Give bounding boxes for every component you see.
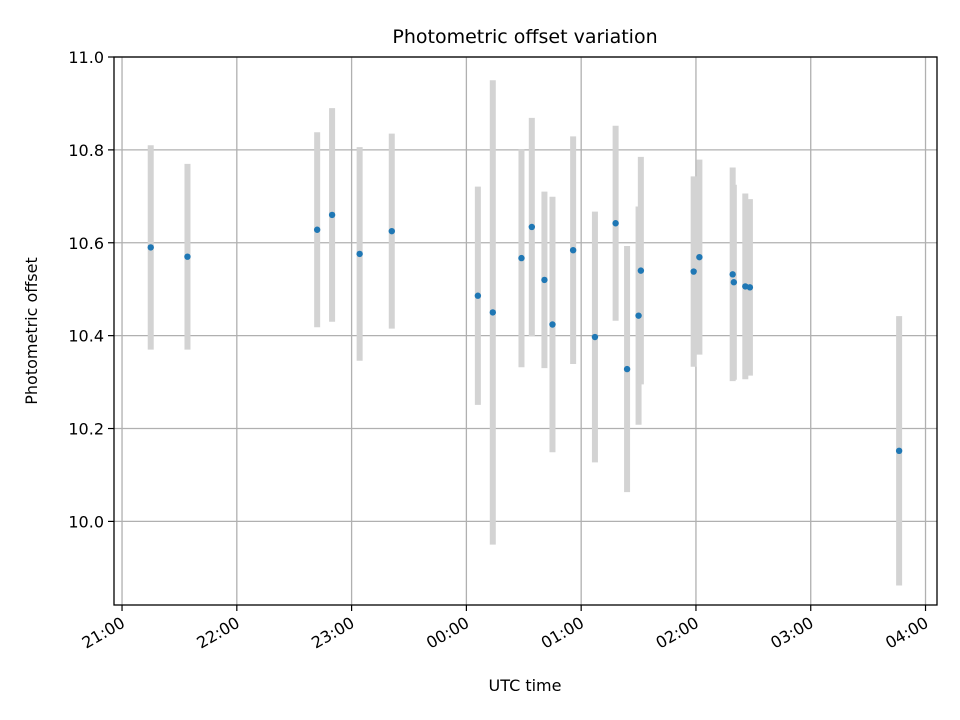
x-tick-label: 21:00 [79, 613, 128, 653]
x-axis: 21:00 22:00 23:00 00:00 01:00 02:00 03:00 04:00 [79, 605, 932, 653]
y-tick-label: 11.0 [68, 48, 104, 67]
x-tick-label: 03:00 [767, 613, 816, 653]
data-point [388, 227, 395, 235]
data-point [690, 268, 697, 275]
data-point [635, 312, 642, 319]
data-point [895, 447, 903, 455]
y-tick-label: 10.4 [68, 327, 104, 346]
data-point [147, 244, 154, 251]
data-point [730, 279, 738, 286]
data-point [356, 250, 363, 258]
y-tick-label: 10.2 [68, 420, 104, 439]
y-tick-label: 10.8 [68, 141, 104, 160]
y-axis: 10.0 10.2 10.4 10.6 10.8 11.0 [68, 48, 114, 531]
x-tick-label: 02:00 [653, 613, 702, 653]
data-point [591, 333, 599, 341]
data-point [518, 254, 525, 262]
x-axis-title: UTC time [489, 676, 562, 695]
data-point [184, 253, 191, 260]
data-point [612, 220, 619, 227]
data-point [541, 276, 548, 284]
data-point [549, 321, 556, 328]
data-point [474, 292, 482, 299]
data-point [489, 309, 496, 316]
x-tick-label: 23:00 [308, 613, 357, 653]
data-point [637, 267, 645, 274]
data-point [569, 246, 577, 254]
data-point [623, 365, 631, 373]
plot-frame [113, 56, 938, 606]
x-tick-label: 04:00 [882, 613, 931, 653]
x-tick-label: 01:00 [538, 613, 587, 653]
data-point [746, 284, 754, 291]
data-point [528, 223, 536, 231]
data-point [328, 211, 336, 219]
data-points [147, 211, 903, 455]
y-tick-label: 10.6 [68, 234, 104, 253]
y-tick-label: 10.0 [68, 512, 104, 531]
chart-title: Photometric offset variation [392, 26, 657, 48]
data-point [696, 253, 703, 261]
data-point [729, 271, 736, 278]
x-tick-label: 00:00 [423, 613, 472, 653]
error-bars [147, 80, 903, 586]
grid [114, 56, 937, 605]
x-tick-label: 22:00 [193, 613, 242, 653]
y-axis-title: Photometric offset [22, 257, 41, 405]
data-point [313, 226, 321, 233]
